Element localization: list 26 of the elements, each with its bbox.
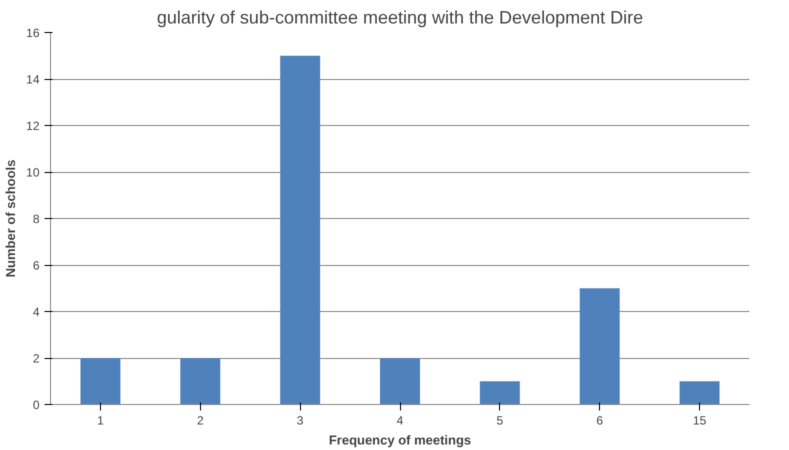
x-tick-label: 6 — [596, 414, 604, 428]
y-tick-label: 8 — [32, 212, 40, 226]
x-tick-label: 3 — [296, 414, 304, 428]
bar — [480, 381, 520, 404]
bar — [380, 358, 420, 404]
x-axis-title: Frequency of meetings — [328, 432, 472, 448]
y-axis-title: Number of schools — [3, 160, 18, 278]
y-tick-label: 2 — [32, 352, 40, 366]
y-tick-label: 12 — [26, 119, 40, 133]
y-tick-label: 4 — [32, 305, 40, 319]
x-tick-label: 4 — [396, 414, 404, 428]
x-tick-label: 2 — [196, 414, 204, 428]
bar — [280, 56, 320, 404]
bar — [180, 358, 220, 404]
y-tick-label: 6 — [32, 258, 40, 272]
bar — [680, 381, 720, 404]
chart-title: gularity of sub-committee meeting with the Development Dire — [156, 8, 644, 28]
x-tick-label: 15 — [692, 414, 707, 428]
bar — [80, 358, 120, 404]
y-tick-label: 16 — [26, 26, 40, 40]
y-tick-label: 14 — [26, 72, 40, 86]
x-tick-label: 1 — [97, 414, 104, 428]
bar — [580, 288, 620, 404]
y-tick-label: 10 — [26, 166, 40, 180]
y-tick-label: 0 — [32, 398, 40, 412]
x-tick-label: 5 — [496, 414, 504, 428]
